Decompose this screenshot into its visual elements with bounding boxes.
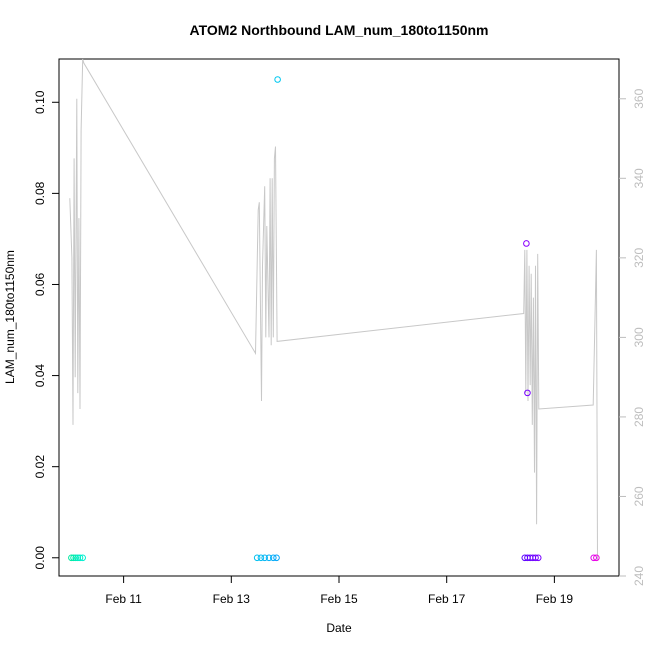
data-point [590,554,597,562]
x-axis-label: Date [326,621,352,635]
chart-title: ATOM2 Northbound LAM_num_180to1150nm [190,22,489,38]
data-point [68,554,75,562]
series-line [69,58,598,561]
data-point [532,554,539,562]
y-left-tick-label: 0.08 [33,181,47,205]
data-point [261,554,268,562]
data-point [72,554,79,562]
y-axis-right: 240 260 280 300 320 340 360 [619,88,646,586]
x-axis: Feb 11 Feb 13 Feb 15 Feb 17 Feb 19 [105,576,573,606]
y-right-tick-label: 280 [632,407,646,427]
data-point [253,554,261,562]
y-right-tick-label: 260 [632,486,646,506]
y-left-tick-label: 0.10 [33,90,47,114]
series-points [68,76,600,562]
y-right-tick-label: 320 [632,248,646,268]
y-left-tick-label: 0.04 [33,364,47,388]
y-axis-label: LAM_num_180to1150nm [3,250,17,384]
data-point [524,389,531,397]
x-tick-label: Feb 11 [105,592,142,606]
y-right-tick-label: 240 [632,566,646,586]
data-point [76,554,84,562]
data-point [70,554,77,562]
x-tick-label: Feb 17 [428,592,466,606]
x-tick-label: Feb 15 [320,592,358,606]
data-point [79,554,86,562]
x-tick-label: Feb 19 [536,592,574,606]
data-point [534,554,542,562]
y-right-tick-label: 340 [632,168,646,188]
y-left-tick-label: 0.06 [33,272,47,296]
data-point [270,554,277,562]
data-point [523,240,530,247]
y-left-tick-label: 0.00 [33,546,47,570]
data-point [273,554,280,562]
series-line-path [69,58,598,561]
y-right-tick-label: 300 [632,327,646,347]
y-axis-left: 0.00 0.02 0.04 0.06 0.08 0.10 [33,90,59,569]
y-right-tick-label: 360 [632,88,646,108]
x-tick-label: Feb 13 [213,592,251,606]
data-point [593,554,600,562]
data-point [74,554,82,562]
data-point [257,554,265,562]
y-left-tick-label: 0.02 [33,455,47,479]
data-point [265,554,273,562]
data-point [274,76,281,83]
